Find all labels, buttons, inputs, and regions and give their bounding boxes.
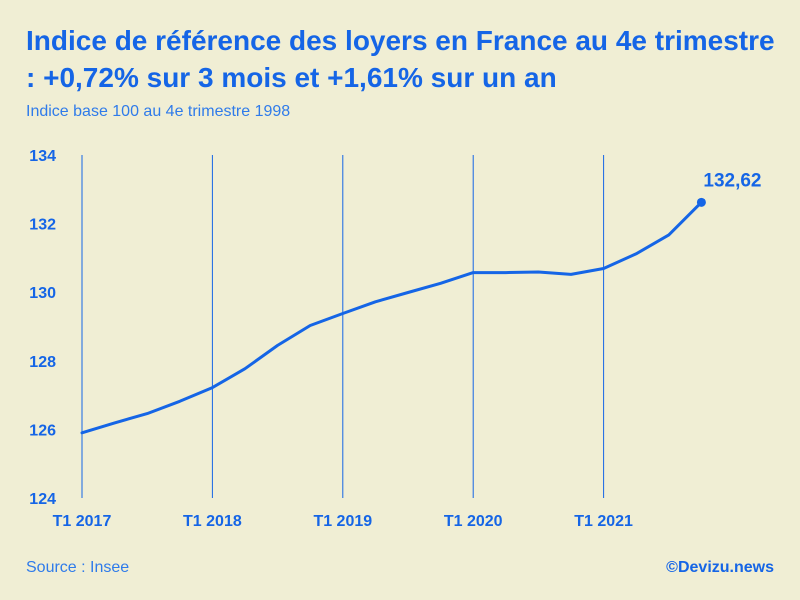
end-value-label: 132,62 [703, 170, 761, 191]
series-line [80, 200, 703, 435]
data-point [372, 299, 378, 305]
x-tick-label: T1 2019 [313, 513, 372, 530]
end-point [696, 197, 706, 207]
data-point [535, 269, 541, 275]
source-note: Source : Insee [26, 559, 130, 576]
y-tick-label: 124 [29, 491, 56, 508]
x-axis-ticks: T1 2017 T1 2018 T1 2019 T1 2020 T1 2021 [53, 513, 633, 530]
y-tick-label: 128 [29, 354, 56, 371]
y-axis-ticks: 124 126 128 130 132 134 [29, 148, 56, 508]
data-point [470, 270, 476, 276]
data-point [503, 270, 509, 276]
x-tick-label: T1 2017 [53, 513, 112, 530]
data-point [666, 232, 672, 238]
data-point [242, 366, 248, 372]
chart-annotations: 132,62 [703, 170, 761, 191]
data-point [405, 290, 411, 296]
data-point [633, 251, 639, 257]
data-point [601, 266, 607, 272]
chart-title: Indice de référence des loyers en France… [26, 25, 775, 93]
y-tick-label: 130 [29, 285, 56, 302]
vertical-gridlines [81, 155, 605, 498]
data-point [307, 322, 313, 328]
data-point [209, 385, 215, 391]
data-point [112, 420, 118, 426]
data-point [275, 342, 281, 348]
data-point [79, 430, 85, 436]
series-points [79, 197, 706, 436]
y-tick-label: 132 [29, 217, 56, 234]
y-tick-label: 126 [29, 422, 56, 439]
data-point [177, 398, 183, 404]
chart-subtitle: Indice base 100 au 4e trimestre 1998 [26, 103, 291, 120]
y-tick-label: 134 [29, 148, 56, 165]
data-point [144, 411, 150, 417]
x-tick-label: T1 2021 [574, 513, 633, 530]
data-point [568, 271, 574, 277]
x-tick-label: T1 2018 [183, 513, 242, 530]
credit-link[interactable]: ©Devizu.news [666, 559, 774, 576]
data-point [438, 280, 444, 286]
x-tick-label: T1 2020 [444, 513, 503, 530]
data-point [340, 310, 346, 316]
